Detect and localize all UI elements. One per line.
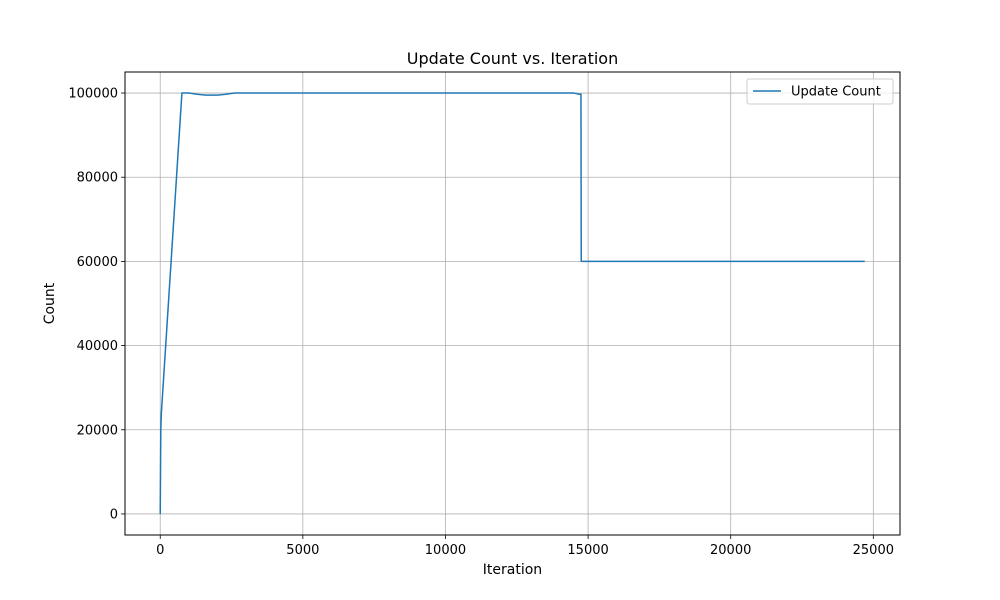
- y-tick-label: 80000: [77, 171, 118, 186]
- series-layer: [159, 92, 865, 514]
- chart-title: Update Count vs. Iteration: [407, 49, 618, 68]
- legend: Update Count: [746, 78, 894, 105]
- legend-box: [746, 78, 894, 105]
- y-tick-label: 0: [110, 507, 118, 522]
- x-tick-label: 10000: [425, 543, 466, 558]
- y-tick-label: 20000: [77, 423, 118, 438]
- y-tick-label: 100000: [68, 87, 118, 102]
- x-tick-label: 0: [156, 543, 164, 558]
- x-tick-label: 5000: [286, 543, 319, 558]
- y-axis-label: Count: [42, 282, 58, 324]
- y-tick-label: 40000: [77, 339, 118, 354]
- x-tick-label: 25000: [853, 543, 894, 558]
- plot-area-frame: [124, 71, 901, 536]
- y-axis-ticks: 0 20000 40000 60000 80000 100000: [68, 87, 125, 522]
- legend-label-update-count: Update Count: [791, 85, 881, 100]
- x-axis-ticks: 0 5000 10000 15000 20000 25000: [156, 535, 894, 558]
- series-line-update-count: [159, 92, 865, 514]
- x-axis-label: Iteration: [483, 562, 542, 578]
- x-tick-label: 20000: [710, 543, 751, 558]
- y-tick-label: 60000: [77, 255, 118, 270]
- x-tick-label: 15000: [567, 543, 608, 558]
